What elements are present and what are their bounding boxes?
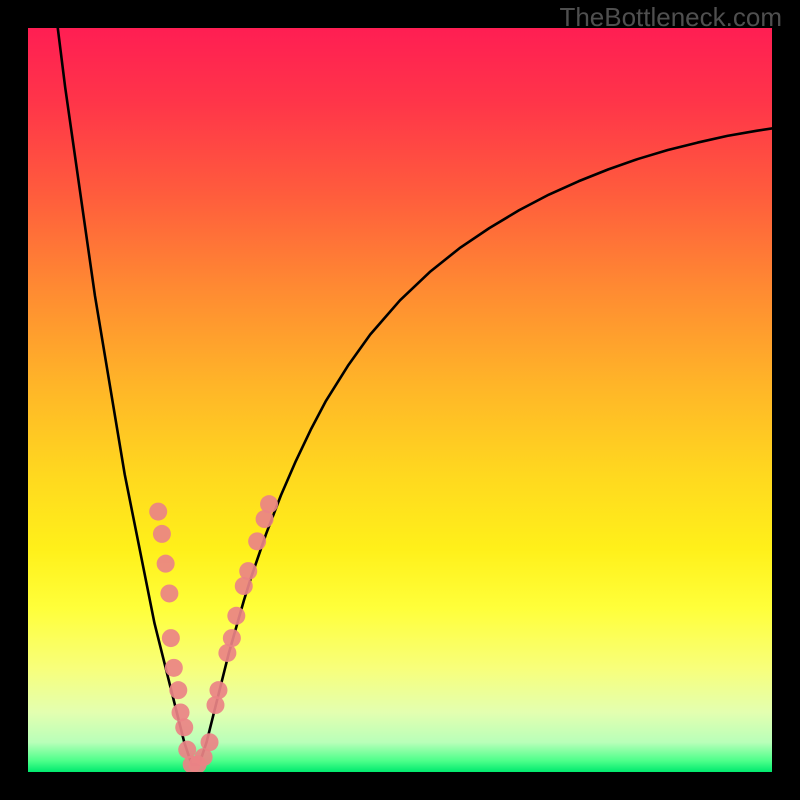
data-marker [248,532,266,550]
data-marker [162,629,180,647]
data-marker [239,562,257,580]
data-marker [165,659,183,677]
data-marker [206,696,224,714]
data-marker [157,555,175,573]
data-marker [209,681,227,699]
plot-area [28,28,772,772]
data-marker [227,607,245,625]
watermark-text: TheBottleneck.com [559,2,782,33]
gradient-background [28,28,772,772]
chart-frame: TheBottleneck.com [0,0,800,800]
data-marker [260,495,278,513]
data-marker [153,525,171,543]
data-marker [169,681,187,699]
data-marker [223,629,241,647]
data-marker [175,718,193,736]
data-marker [160,584,178,602]
data-marker [201,733,219,751]
plot-svg [28,28,772,772]
data-marker [149,503,167,521]
